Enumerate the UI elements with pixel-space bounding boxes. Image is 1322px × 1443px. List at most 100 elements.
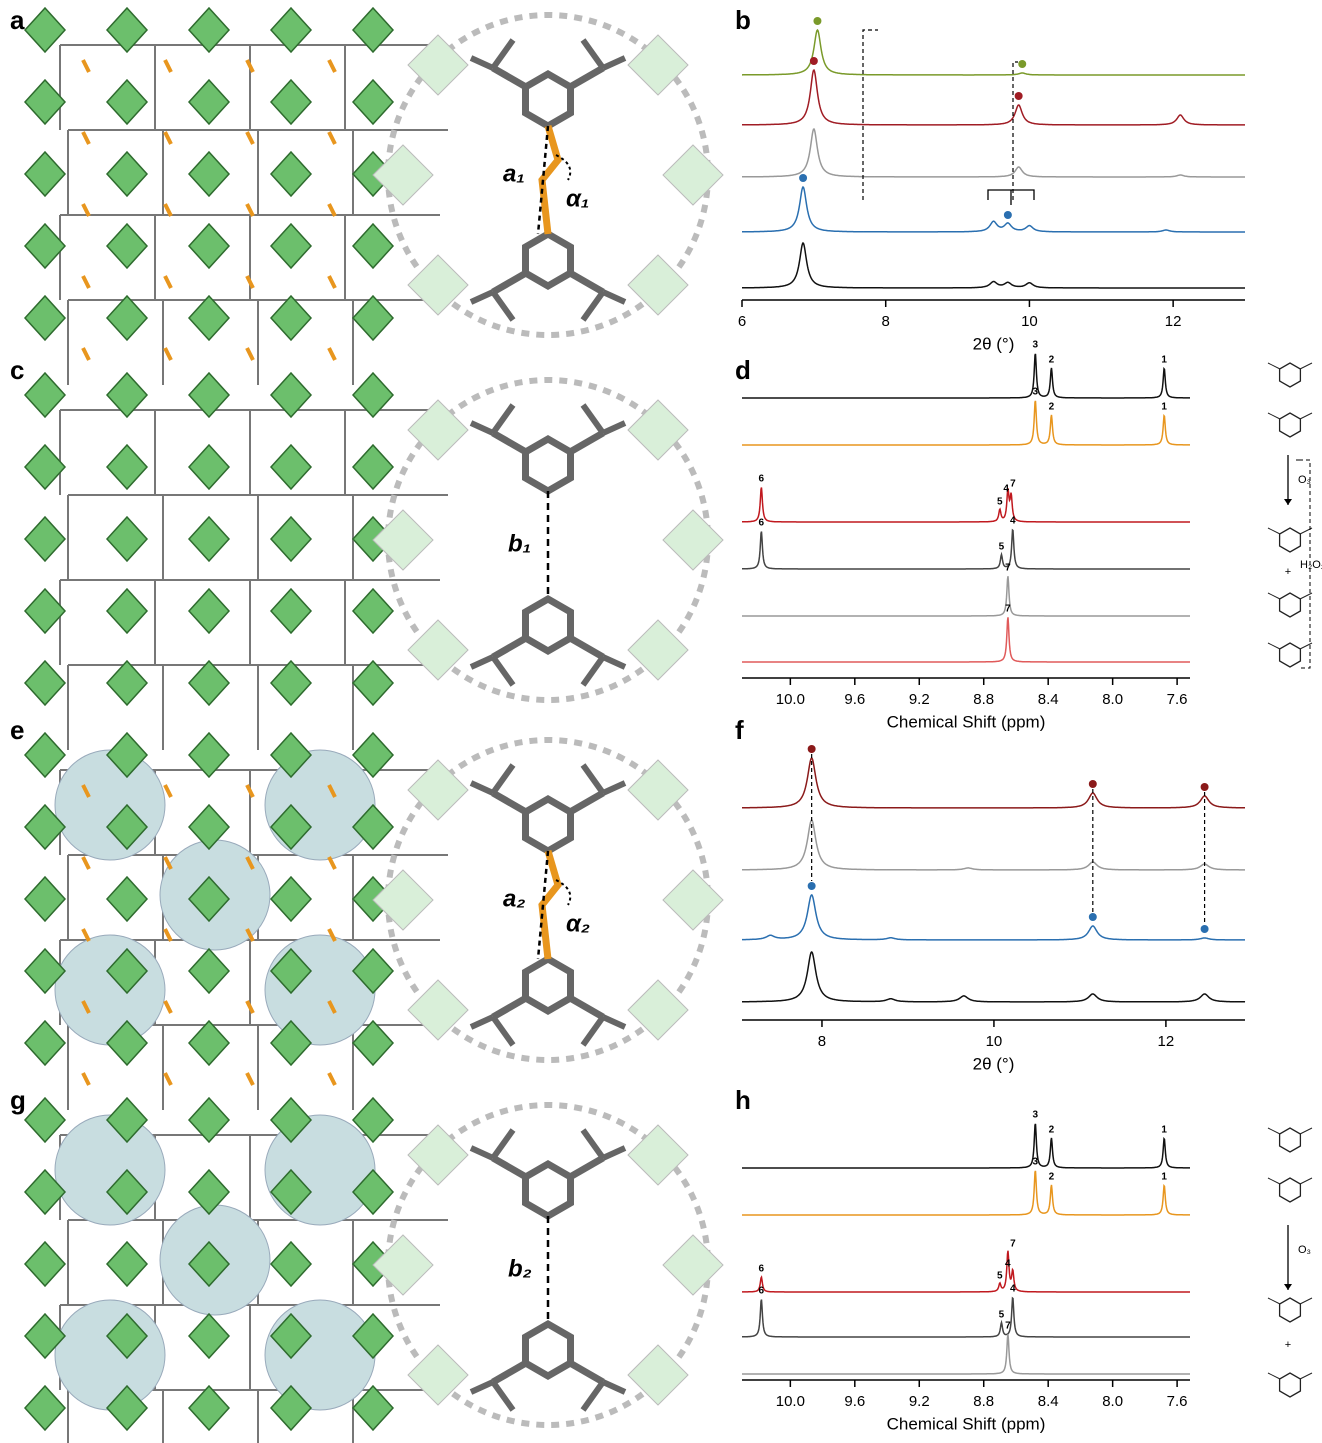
peak-marker <box>1200 783 1209 791</box>
panel-label: f <box>735 715 744 745</box>
spectrum-trace <box>742 1170 1190 1216</box>
olefin-linker <box>327 1000 337 1014</box>
molecule-ring <box>1278 1127 1302 1153</box>
olefin-linker <box>245 1000 255 1014</box>
x-tick-label: 12 <box>1158 1033 1175 1050</box>
metal-cluster <box>187 222 231 270</box>
spectrum-trace <box>742 951 1246 1003</box>
molecule-bond <box>1299 362 1313 370</box>
carboxylate-arm <box>580 655 606 687</box>
reagent-label: O₃ <box>1298 1244 1311 1256</box>
metal-cluster <box>269 1096 313 1144</box>
peak-label: 5 <box>999 1310 1005 1321</box>
olefin-linker <box>81 347 91 361</box>
carboxylate-arm <box>490 290 516 322</box>
metal-cluster <box>351 78 395 126</box>
metal-cluster <box>105 371 149 419</box>
crystal-structure <box>23 1096 448 1443</box>
metal-cluster <box>187 294 231 342</box>
metal-cluster <box>105 659 149 707</box>
molecule <box>1267 412 1313 438</box>
carboxylate-arm <box>469 55 495 71</box>
benzene-ring <box>522 954 574 1016</box>
faded-cluster <box>407 1344 469 1406</box>
panel-label: h <box>735 1085 751 1115</box>
olefin-linker <box>245 1072 255 1086</box>
peak-label: 7 <box>1005 563 1011 574</box>
benzene-ring <box>522 1159 574 1221</box>
x-axis-label: Chemical Shift (ppm) <box>887 712 1046 731</box>
carboxylate-arm <box>601 1014 627 1030</box>
faded-cluster <box>372 869 434 931</box>
peak-label: 4 <box>1003 484 1009 495</box>
x-axis-label: 2θ (°) <box>973 1054 1015 1073</box>
peak-marker <box>809 57 818 65</box>
benzene-ring <box>522 1319 574 1381</box>
metal-cluster <box>23 78 67 126</box>
carboxylate-arm <box>568 269 605 296</box>
metal-cluster <box>351 294 395 342</box>
metal-cluster <box>23 659 67 707</box>
olefin-bond <box>538 850 562 960</box>
metal-cluster <box>351 659 395 707</box>
carboxylate-arm <box>491 994 528 1021</box>
metal-cluster <box>351 1096 395 1144</box>
faded-cluster <box>662 1234 724 1296</box>
metal-cluster <box>351 443 395 491</box>
metal-cluster <box>187 1384 231 1432</box>
peak-marker <box>807 882 816 890</box>
metal-cluster <box>269 515 313 563</box>
x-tick-label: 7.6 <box>1167 691 1188 708</box>
olefin-linker <box>245 131 255 145</box>
metal-cluster <box>187 515 231 563</box>
x-tick-label: 8.4 <box>1038 1393 1059 1410</box>
x-tick-label: 9.2 <box>909 1393 930 1410</box>
faded-cluster <box>627 254 689 316</box>
metal-cluster <box>351 1019 395 1067</box>
metal-cluster <box>23 1019 67 1067</box>
carboxylate-arm <box>491 1154 528 1181</box>
metal-cluster <box>269 1168 313 1216</box>
spectrum-trace <box>742 69 1245 126</box>
olefin-linker <box>327 347 337 361</box>
peak-label: 6 <box>759 518 765 529</box>
metal-cluster <box>23 875 67 923</box>
peak-label: 4 <box>1010 1284 1016 1295</box>
metal-cluster <box>23 294 67 342</box>
faded-cluster <box>627 759 689 821</box>
molecule-ring <box>1278 642 1302 668</box>
x-tick-label: 9.6 <box>844 1393 865 1410</box>
metal-cluster <box>105 150 149 198</box>
metal-cluster <box>105 947 149 995</box>
metal-cluster <box>351 587 395 635</box>
spectrum-trace <box>742 28 1245 76</box>
carboxylate-arm <box>568 64 605 91</box>
arrow-head <box>1284 499 1292 505</box>
metal-cluster <box>269 731 313 779</box>
carboxylate-arm <box>490 763 516 795</box>
carboxylate-arm <box>568 1359 605 1386</box>
spectrum-trace <box>742 487 1190 523</box>
peak-label: 2 <box>1049 402 1055 413</box>
pore-sphere <box>54 749 166 861</box>
metal-cluster <box>269 875 313 923</box>
peak-marker <box>813 17 822 25</box>
shift-arrow <box>862 29 878 200</box>
peak-label: 1 <box>1161 1172 1167 1183</box>
metal-cluster <box>351 947 395 995</box>
carboxylate-arm <box>601 420 627 436</box>
faded-cluster <box>627 1344 689 1406</box>
faded-cluster <box>372 144 434 206</box>
peak-label: 7 <box>1010 1239 1016 1250</box>
linker-diagram: a₂ α₂ <box>372 737 724 1063</box>
olefin-linker <box>163 1000 173 1014</box>
angle-guide <box>536 850 550 960</box>
metal-cluster <box>105 1312 149 1360</box>
metal-cluster <box>187 587 231 635</box>
pore-sphere <box>264 1299 376 1411</box>
carboxylate-arm <box>601 1145 627 1161</box>
olefin-linker <box>81 1000 91 1014</box>
metal-cluster <box>269 587 313 635</box>
peak-label: 5 <box>997 497 1003 508</box>
metal-cluster <box>23 947 67 995</box>
